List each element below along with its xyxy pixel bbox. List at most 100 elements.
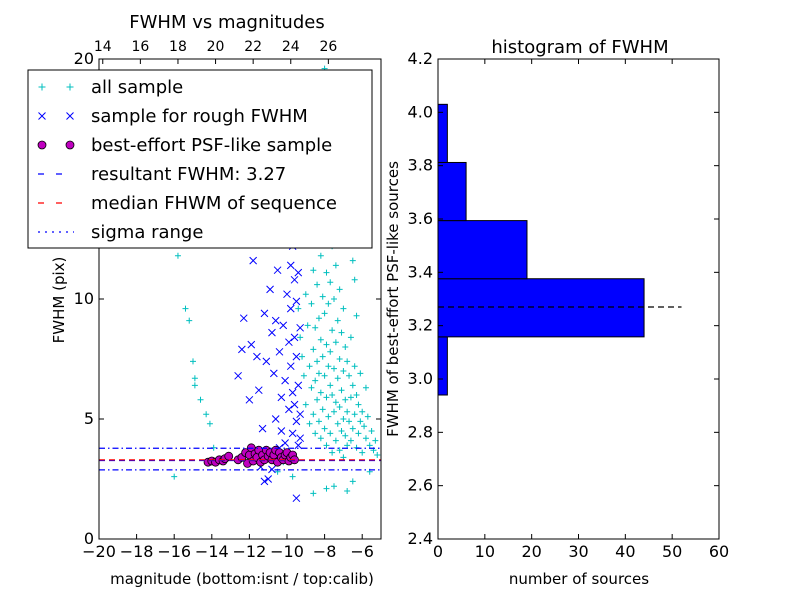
all-sample-point	[336, 447, 343, 454]
x-tick-label: −14	[195, 542, 229, 561]
all-sample-point	[312, 430, 319, 437]
all-sample-point	[362, 435, 369, 442]
legend-box	[27, 69, 373, 249]
rough-sample-point	[290, 400, 299, 409]
rough-sample-point	[286, 304, 295, 313]
all-sample-point	[351, 363, 358, 370]
all-sample-point	[357, 370, 364, 377]
legend-label: resultant FWHM: 3.27	[91, 164, 286, 185]
all-sample-point	[372, 437, 379, 444]
x-tick-label: −20	[82, 542, 116, 561]
all-sample-point	[310, 346, 317, 353]
legend-marker-circle	[65, 140, 75, 150]
legend-label: best-effort PSF-like sample	[91, 135, 332, 156]
rough-sample-point	[286, 362, 295, 371]
rough-sample-point	[269, 369, 278, 378]
x-tick-label: 20	[521, 542, 541, 561]
x-axis-label: magnitude (bottom:isnt / top:calib)	[110, 570, 374, 588]
all-sample-point	[325, 300, 332, 307]
all-sample-point	[347, 334, 354, 341]
all-sample-point	[314, 358, 321, 365]
all-sample-point	[331, 365, 337, 372]
rough-sample-point	[286, 261, 295, 270]
all-sample-point	[346, 372, 353, 379]
legend-marker-x	[66, 112, 74, 120]
all-sample-point	[310, 490, 317, 497]
y-tick-label: 4.2	[408, 49, 433, 68]
all-sample-point	[315, 315, 322, 322]
all-sample-point	[340, 416, 347, 422]
x-tick-label: 10	[475, 542, 495, 561]
all-sample-point	[323, 442, 330, 449]
rough-sample-point	[296, 323, 305, 332]
all-sample-point	[331, 408, 337, 415]
all-sample-point	[353, 312, 360, 319]
all-sample-point	[314, 396, 321, 403]
rough-sample-point	[247, 340, 256, 349]
legend-marker-x	[38, 112, 46, 120]
all-sample-point	[304, 322, 311, 329]
y-axis-label: FWHM (pix)	[50, 257, 68, 344]
rough-sample-point	[292, 417, 301, 426]
y-tick-label: 3.0	[408, 369, 433, 388]
rough-sample-point	[283, 290, 291, 299]
legend-label: median FHWM of sequence	[91, 193, 337, 214]
rough-sample-point	[268, 465, 276, 474]
all-sample-point	[321, 310, 328, 317]
all-sample-point	[344, 358, 351, 365]
all-sample-point	[342, 344, 349, 350]
y-tick-label: 3.8	[408, 156, 433, 175]
y-tick-label: 2.8	[408, 422, 433, 441]
all-sample-point	[206, 420, 213, 427]
all-sample-point	[368, 428, 375, 434]
rough-sample-point	[277, 393, 286, 402]
rough-sample-point	[292, 352, 301, 361]
all-sample-point	[327, 348, 334, 355]
all-sample-point	[362, 384, 369, 391]
all-sample-point	[297, 334, 304, 341]
rough-sample-point	[285, 405, 293, 414]
y-axis-label: FWHM of best-effort PSF-like sources	[384, 161, 402, 437]
all-sample-point	[323, 269, 330, 276]
all-sample-point	[338, 387, 345, 394]
y-tick-label: 4.0	[408, 102, 433, 121]
all-sample-point	[355, 430, 362, 437]
fwhm-vs-magnitude-chart: −20 −18 −16 −14 −12 −10 −8 −6 14 16 18 20 22 24 26 0 5 10…	[27, 12, 382, 588]
rough-sample-point	[292, 297, 301, 306]
rough-sample-point	[268, 328, 276, 337]
legend-label: sigma range	[91, 222, 203, 243]
x-tick-label: 30	[568, 542, 588, 561]
all-sample-point	[327, 430, 334, 437]
legend-label: all sample	[91, 77, 183, 98]
all-sample-point	[361, 423, 368, 430]
all-sample-point	[327, 382, 334, 389]
all-sample-point	[340, 305, 347, 312]
all-sample-point	[306, 363, 313, 370]
x-tick-label: 0	[433, 542, 443, 561]
all-sample-point	[203, 411, 210, 418]
all-sample-point	[325, 413, 332, 420]
legend-label: sample for rough FWHM	[91, 106, 308, 127]
all-sample-point	[299, 353, 306, 360]
x-tick-label: −6	[350, 542, 374, 561]
legend: all sample sample for rough FWHM best-effo…	[27, 69, 373, 249]
all-sample-point	[327, 279, 334, 286]
all-sample-point	[317, 336, 324, 343]
all-sample-point	[340, 368, 347, 374]
all-sample-point	[321, 372, 328, 379]
rough-sample-point	[262, 357, 271, 366]
rough-sample-point	[288, 429, 297, 438]
y-tick-label: 20	[74, 49, 94, 68]
all-sample-point	[315, 370, 322, 377]
rough-sample-point	[281, 376, 289, 385]
legend-marker-circle	[37, 140, 47, 150]
all-sample-point	[374, 452, 381, 458]
all-sample-point	[182, 305, 189, 312]
all-sample-point	[331, 296, 337, 302]
all-sample-point	[191, 382, 198, 389]
rough-sample-point	[294, 268, 303, 277]
all-sample-point	[319, 293, 326, 300]
all-sample-point	[334, 317, 341, 324]
all-sample-point	[338, 329, 345, 336]
y-tick-label: 2.4	[408, 529, 433, 548]
